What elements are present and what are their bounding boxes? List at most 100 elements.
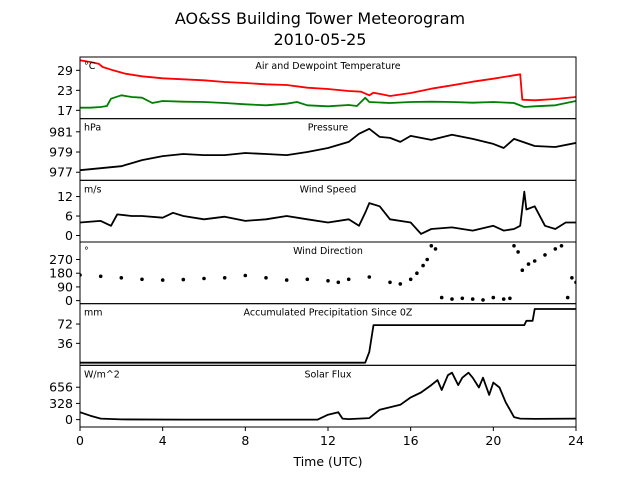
scatter-point	[520, 268, 525, 273]
y-tick-label: 977	[49, 165, 73, 180]
panel-title: Accumulated Precipitation Since 0Z	[244, 308, 413, 319]
scatter-point	[470, 297, 475, 301]
panel-title: Wind Direction	[293, 246, 363, 257]
series-line-1	[80, 127, 576, 172]
panel-title: Air and Dewpoint Temperature	[255, 61, 400, 72]
figure-title: AO&SS Building Tower Meteorogram	[175, 9, 465, 28]
y-tick-label: 0	[65, 412, 73, 427]
scatter-point	[516, 250, 520, 254]
scatter-point	[570, 276, 574, 280]
scatter-point	[415, 271, 419, 276]
y-tick-label: 72	[57, 317, 73, 332]
y-tick-label: 23	[57, 83, 73, 98]
x-tick-label: 4	[159, 433, 167, 448]
x-tick-label: 24	[568, 433, 584, 448]
scatter-point	[367, 275, 372, 279]
x-tick-label: 20	[485, 433, 501, 448]
scatter-point	[481, 298, 485, 302]
panel-unit: °	[84, 246, 89, 257]
y-tick-label: 6	[65, 209, 73, 224]
series-line-1	[80, 308, 576, 364]
y-tick-label: 90	[57, 279, 73, 294]
scatter-point	[98, 274, 103, 279]
scatter-point	[532, 259, 537, 263]
y-tick-label: 17	[57, 103, 73, 118]
y-tick-label: 0	[65, 228, 73, 243]
y-tick-label: 979	[49, 145, 73, 160]
scatter-point	[119, 276, 124, 280]
panel-unit: °C	[84, 61, 96, 72]
scatter-point	[421, 263, 425, 268]
figure-subtitle: 2010-05-25	[274, 30, 367, 49]
scatter-point	[425, 257, 430, 262]
scatter-point	[512, 244, 516, 248]
y-tick-label: 656	[49, 380, 73, 395]
scatter-point	[460, 296, 465, 301]
panel-5: 36 72 mm Accumulated Precipitation Since 0Z	[57, 303, 577, 366]
y-tick-label: 29	[57, 63, 73, 78]
scatter-point	[565, 295, 570, 300]
scatter-point	[264, 276, 268, 280]
y-tick-label: 36	[57, 336, 73, 351]
scatter-point	[388, 280, 392, 285]
series-line-1	[80, 190, 576, 235]
panel-2: 977 979 981 hPa Pressure	[49, 118, 577, 181]
x-axis-label: Time (UTC)	[292, 454, 362, 469]
panel-title: Solar Flux	[305, 369, 352, 380]
scatter-point	[433, 247, 438, 251]
series-line-1	[80, 371, 576, 421]
scatter-point	[553, 247, 558, 251]
x-tick-label: 12	[320, 433, 336, 448]
scatter-point	[140, 277, 144, 282]
panel-title: Wind Speed	[300, 184, 357, 195]
panel-data	[80, 308, 576, 364]
x-tick-label: 0	[76, 433, 84, 448]
scatter-point	[181, 277, 186, 282]
y-tick-label: 270	[49, 252, 73, 267]
scatter-point	[429, 244, 434, 248]
scatter-point	[439, 295, 444, 300]
panel-unit: hPa	[84, 123, 101, 134]
x-tick-label: 16	[403, 433, 419, 448]
scatter-point	[222, 276, 227, 280]
panel-unit: m/s	[84, 184, 101, 195]
scatter-point	[243, 273, 248, 278]
panel-title: Pressure	[308, 123, 349, 134]
scatter-point	[450, 297, 454, 301]
scatter-point	[202, 276, 206, 281]
scatter-point	[346, 277, 351, 282]
scatter-point	[526, 262, 531, 266]
panel-data	[80, 244, 576, 302]
y-tick-label: 328	[49, 396, 73, 411]
panel-unit: mm	[84, 308, 103, 319]
panel-data	[80, 59, 576, 109]
y-tick-label: 981	[49, 124, 73, 139]
y-tick-label: 180	[49, 266, 73, 281]
panel-data	[80, 371, 576, 421]
panel-data	[80, 127, 576, 172]
scatter-point	[305, 277, 310, 282]
panel-1: 17 23 29 °C Air and Dewpoint Temperature	[57, 56, 577, 120]
scatter-point	[408, 277, 413, 282]
scatter-point	[326, 279, 330, 283]
scatter-point	[501, 297, 506, 301]
panel-data	[80, 190, 576, 235]
y-tick-label: 0	[65, 293, 73, 308]
scatter-point	[508, 296, 512, 301]
scatter-point	[160, 278, 165, 282]
scatter-point	[336, 280, 341, 285]
scatter-point	[559, 244, 564, 248]
scatter-point	[491, 295, 496, 300]
series-line-2	[80, 94, 576, 109]
x-axis: 0 4 8 12 16 20 24	[76, 427, 584, 448]
panel-unit: W/m^2	[84, 369, 120, 380]
scatter-point	[543, 253, 547, 257]
series-line-1	[80, 59, 576, 102]
x-tick-label: 8	[241, 433, 249, 448]
y-tick-label: 12	[57, 189, 73, 204]
panel-3: 0 6 12 m/s Wind Speed	[57, 179, 577, 243]
